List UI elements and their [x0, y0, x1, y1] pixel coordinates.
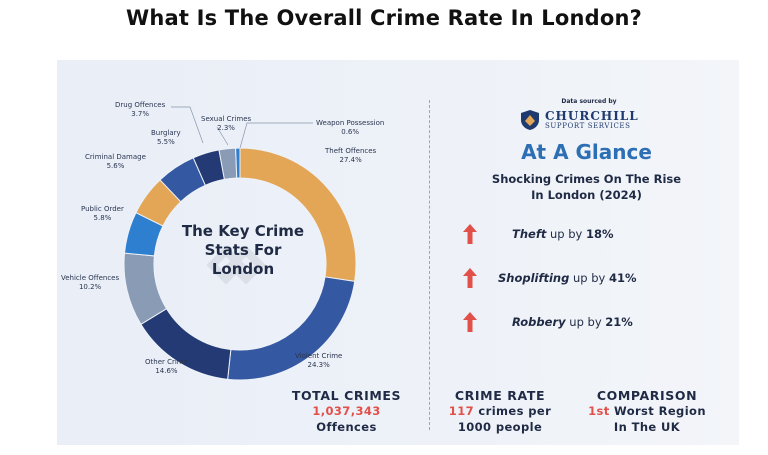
slice-label-name: Theft Offences	[325, 147, 377, 155]
trend-row-theft: Theft up by 18%	[462, 221, 614, 247]
shield-icon	[521, 110, 539, 130]
slice-label-name: Drug Offences	[115, 101, 166, 109]
slice-label-value: 5.5%	[156, 138, 175, 146]
section-divider	[429, 100, 430, 430]
comparison-rank: 1st	[588, 404, 610, 418]
leader-line	[171, 106, 204, 144]
slice-label-value: 3.7%	[131, 110, 150, 118]
slice-label-value: 27.4%	[339, 156, 362, 164]
crime-rate-title: CRIME RATE	[454, 388, 546, 403]
trend-row-robbery: Robbery up by 21%	[462, 309, 633, 335]
slice-label: Vehicle Offences 10.2%	[61, 274, 119, 292]
slice-label: Public Order 5.8%	[81, 205, 124, 223]
slice-label-value: 5.6%	[106, 162, 125, 170]
trend-value: 18%	[586, 227, 614, 241]
trend-text: Theft up by 18%	[512, 227, 614, 241]
watermark-icon	[206, 245, 266, 285]
slice-label: Theft Offences 27.4%	[325, 147, 376, 165]
slice-label-value: 5.8%	[93, 214, 112, 222]
comparison-title: COMPARISON	[596, 388, 698, 403]
infographic-panel: The Key Crime Stats For London Theft Off…	[57, 60, 739, 445]
slice-label-value: 10.2%	[78, 283, 102, 291]
slice-label-value: 14.6%	[155, 367, 178, 375]
source-label: Data sourced by	[561, 98, 617, 105]
slice-label-name: Criminal Damage	[85, 153, 146, 161]
leader-line	[216, 126, 229, 146]
slice-label: Criminal Damage 5.6%	[85, 153, 146, 171]
logo-brand-sub: SUPPORT SERVICES	[545, 121, 631, 130]
trend-row-shoplifting: Shoplifting up by 41%	[462, 265, 637, 291]
page-title: What Is The Overall Crime Rate In London…	[125, 6, 643, 30]
comparison-line-2: In The UK	[613, 420, 681, 434]
total-crimes-title: TOTAL CRIMES	[291, 388, 402, 403]
logo-brand: CHURCHILL	[545, 108, 639, 123]
slice-label-name: Weapon Possession	[316, 119, 385, 127]
slice-label-value: 24.3%	[307, 361, 330, 369]
up-arrow-icon	[463, 312, 477, 332]
glance-heading: At A Glance	[521, 140, 652, 164]
trend-text: Shoplifting up by 41%	[498, 271, 637, 285]
total-crimes-unit: Offences	[316, 420, 377, 434]
slice-label-name: Burglary	[151, 129, 181, 137]
trend-name: Robbery	[512, 315, 566, 329]
slice-label-name: Sexual Crimes	[201, 115, 252, 123]
slice-label: Weapon Possession 0.6%	[316, 119, 384, 137]
trend-mid: up by	[546, 227, 587, 241]
slice-label: Sexual Crimes 2.3%	[201, 115, 251, 133]
trend-mid: up by	[565, 315, 606, 329]
trend-name: Shoplifting	[498, 271, 570, 285]
slice-label: Other Crime 14.6%	[145, 358, 188, 376]
up-arrow-icon	[463, 268, 477, 288]
slice-label-name: Public Order	[81, 205, 124, 213]
crime-rate-value: 117	[448, 404, 475, 418]
trend-mid: up by	[569, 271, 610, 285]
glance-subheading: Shocking Crimes On The Rise In London (2…	[444, 171, 729, 203]
crime-rate-line-1: 117 crimes per	[435, 404, 565, 419]
slice-label-value: 0.6%	[341, 128, 360, 136]
donut-center-label: The Key Crime Stats For London	[163, 222, 323, 279]
slice-label-name: Violent Crime	[295, 352, 343, 360]
total-crimes-value: 1,037,343	[312, 404, 381, 418]
slice-label-name: Other Crime	[145, 358, 188, 366]
comparison-rest: Worst Region	[609, 404, 706, 418]
donut-chart	[123, 106, 357, 381]
center-line-2: Stats For	[204, 241, 282, 259]
subheading-line-2: In London (2024)	[531, 188, 642, 202]
slice-label-name: Vehicle Offences	[61, 274, 120, 282]
slice-label-value: 2.3%	[217, 124, 235, 132]
trend-value: 41%	[609, 271, 637, 285]
trend-value: 21%	[605, 315, 633, 329]
comparison-line-1: 1st Worst Region	[567, 404, 727, 419]
center-line-1: The Key Crime	[181, 222, 305, 240]
trend-name: Theft	[512, 227, 547, 241]
donut-slice-weapon-possession	[235, 147, 241, 179]
slice-label: Drug Offences 3.7%	[115, 101, 165, 119]
crime-rate-rest: crimes per	[474, 404, 552, 418]
subheading-line-1: Shocking Crimes On The Rise	[491, 172, 682, 186]
crime-rate-line-2: 1000 people	[457, 420, 543, 434]
churchill-logo: CHURCHILL SUPPORT SERVICES	[519, 107, 639, 133]
slice-label: Violent Crime 24.3%	[295, 352, 342, 370]
center-line-3: London	[211, 260, 275, 278]
up-arrow-icon	[463, 224, 477, 244]
trend-text: Robbery up by 21%	[512, 315, 633, 329]
slice-label: Burglary 5.5%	[151, 129, 181, 147]
leader-line	[239, 122, 313, 149]
